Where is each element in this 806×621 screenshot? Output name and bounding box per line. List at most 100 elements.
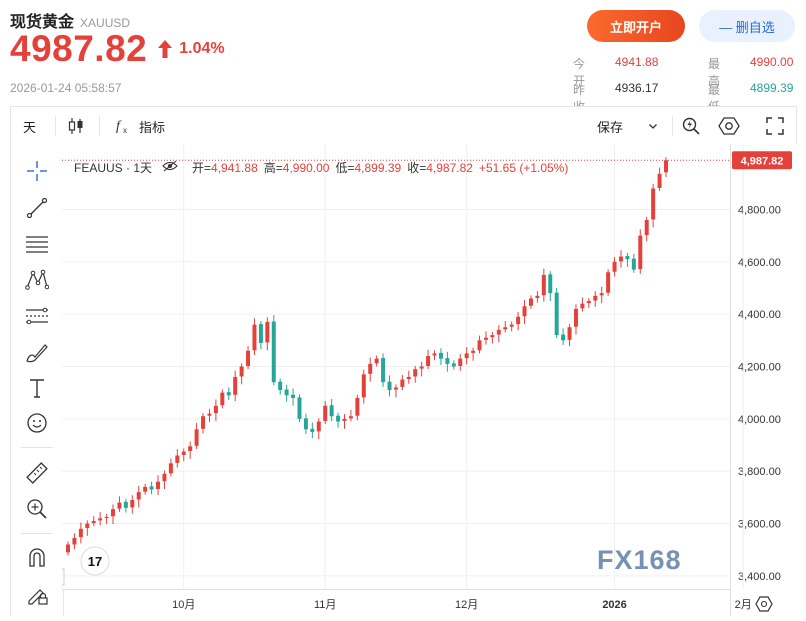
magnet-tool[interactable]	[24, 544, 50, 570]
last-price-badge	[732, 151, 792, 170]
candle-body	[361, 374, 366, 398]
candle-body	[432, 353, 437, 356]
ruler-icon	[26, 462, 48, 484]
candle-body	[406, 376, 411, 380]
crosshair-icon	[27, 161, 47, 181]
fullscreen-button[interactable]	[766, 107, 784, 145]
candle-body	[438, 352, 443, 359]
timestamp: 2026-01-24 05:58:57	[10, 81, 122, 95]
candle-body	[419, 366, 424, 369]
fib-tool[interactable]	[24, 231, 50, 257]
candle-body	[599, 293, 604, 296]
candle-body	[233, 376, 238, 395]
zoom-tool[interactable]	[24, 496, 50, 522]
candle-body	[612, 261, 617, 272]
candle-body	[194, 429, 199, 446]
candle-body	[220, 392, 225, 406]
indicators-label: 指标	[139, 119, 166, 135]
candle-body	[535, 295, 540, 298]
indicators-button[interactable]: f x 指标	[115, 107, 165, 145]
chart-toolbar: 天 f x 指标 保存	[10, 106, 797, 145]
measure-tool[interactable]	[24, 460, 50, 486]
toolbar-divider	[672, 116, 673, 136]
projection-tool[interactable]	[24, 303, 50, 329]
candle-body	[586, 301, 591, 304]
gear-icon	[718, 117, 740, 135]
brush-tool[interactable]	[24, 340, 50, 366]
x-tick-label: 12月	[455, 599, 478, 611]
lock-draw-tool[interactable]	[24, 582, 50, 608]
candle-body	[284, 389, 289, 396]
low-value: 4899.39	[750, 81, 794, 95]
period-button[interactable]: 天	[23, 119, 37, 135]
candle-body	[625, 256, 630, 260]
candle-body	[618, 256, 623, 262]
x-tick-label: 2026	[602, 599, 626, 611]
candle-body	[271, 321, 276, 383]
legend-open: 4,941.88	[211, 160, 258, 175]
magnifier-lightning-icon	[682, 117, 700, 135]
candle-body	[541, 274, 546, 296]
emoji-tool[interactable]	[24, 410, 50, 436]
eye-icon[interactable]	[162, 160, 178, 175]
candle-body	[464, 353, 469, 359]
arrow-up-icon	[158, 40, 173, 58]
candle-body	[606, 272, 611, 293]
y-tick-label: 4,400.00	[738, 309, 781, 321]
candle-body	[638, 235, 643, 270]
smiley-icon	[27, 413, 47, 433]
remove-watchlist-button[interactable]: — 删自选	[699, 10, 795, 42]
candle-body	[516, 316, 521, 325]
drawing-tools-panel	[10, 144, 64, 616]
candlestick-icon	[68, 118, 83, 134]
trendline-tool[interactable]	[24, 195, 50, 221]
candle-body	[98, 518, 103, 521]
candle-body	[522, 306, 527, 317]
candle-style-button[interactable]	[67, 107, 85, 145]
text-icon	[30, 379, 44, 398]
pattern-tool[interactable]	[24, 267, 50, 293]
save-button[interactable]: 保存	[597, 107, 623, 145]
tools-divider	[21, 533, 53, 534]
candle-body	[117, 502, 122, 509]
candle-body	[445, 358, 450, 364]
candle-body	[265, 322, 270, 343]
candlestick-chart[interactable]: 3,400.00 3,600.00 3,800.00 4,000.00 4,200.00…	[57, 144, 795, 616]
watermark-logo: FX168	[597, 545, 682, 575]
candle-body	[381, 358, 386, 383]
candle-body	[451, 363, 456, 367]
candle-body	[181, 451, 186, 455]
candle-body	[664, 160, 668, 173]
candle-body	[303, 418, 308, 430]
chevron-down-icon	[649, 124, 657, 129]
candle-body	[548, 274, 553, 294]
quick-search-button[interactable]	[681, 107, 701, 145]
price-chart[interactable]: 3,400.00 3,600.00 3,800.00 4,000.00 4,200.00…	[57, 144, 795, 616]
crosshair-tool[interactable]	[24, 158, 50, 184]
open-value: 4941.88	[615, 55, 659, 69]
text-tool[interactable]	[24, 375, 50, 401]
zoom-in-icon	[27, 499, 47, 519]
open-account-button[interactable]: 立即开户	[587, 10, 685, 42]
candle-body	[188, 446, 193, 452]
save-menu-button[interactable]	[648, 107, 658, 145]
legend-high: 4,990.00	[282, 160, 330, 175]
y-tick-label: 3,800.00	[738, 466, 781, 478]
projection-icon	[26, 307, 48, 325]
y-tick-label: 4,600.00	[738, 257, 781, 269]
candle-body	[239, 366, 244, 377]
scroll-handle	[57, 568, 65, 586]
candle-body	[387, 381, 392, 391]
candle-body	[368, 363, 373, 374]
candle-body	[483, 337, 488, 340]
candle-body	[644, 219, 649, 236]
candle-body	[413, 369, 418, 377]
candle-body	[78, 528, 83, 538]
candle-body	[342, 418, 347, 421]
axis-settings-icon	[755, 596, 773, 612]
candle-body	[226, 392, 231, 396]
candle-body	[348, 416, 353, 419]
settings-button[interactable]	[718, 107, 740, 145]
y-tick-label: 3,400.00	[738, 571, 781, 583]
candle-body	[567, 327, 572, 340]
